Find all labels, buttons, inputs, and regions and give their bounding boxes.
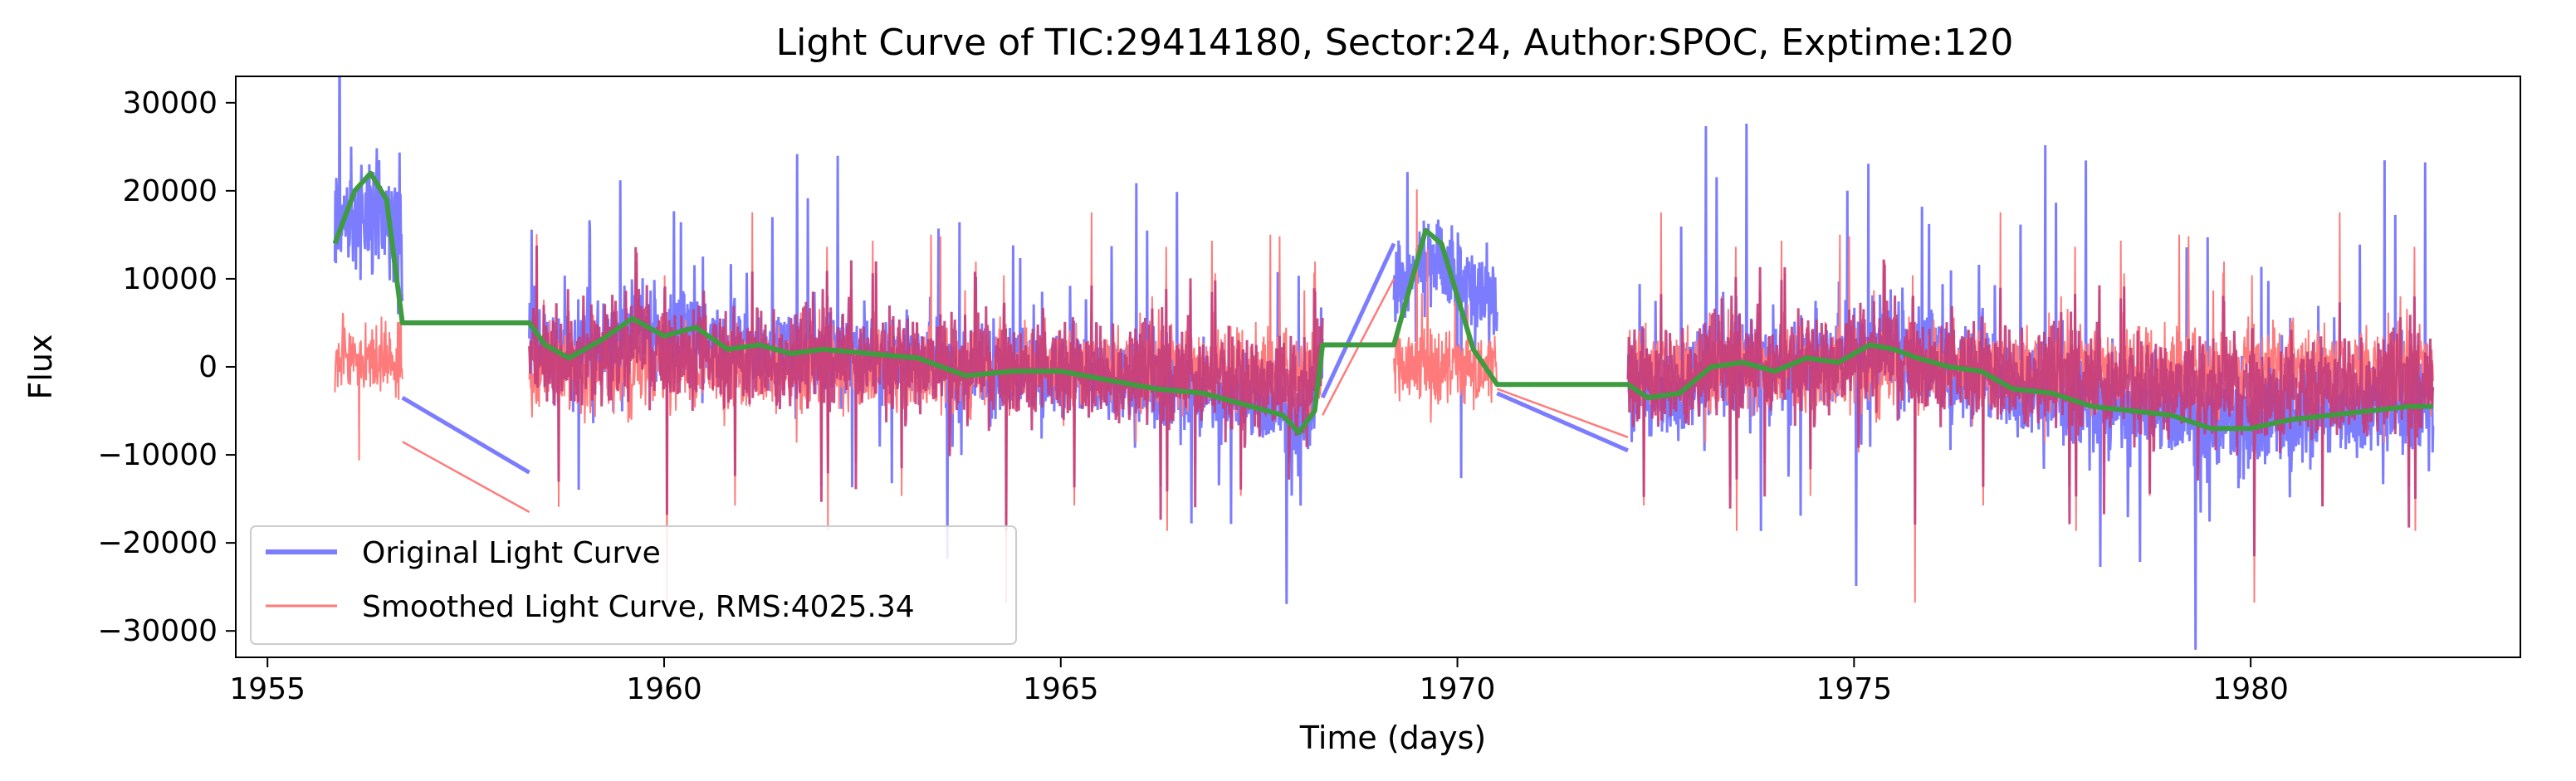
x-tick-label: 1975	[1816, 672, 1893, 706]
y-axis-label: Flux	[22, 334, 59, 400]
series-trend	[332, 170, 2433, 436]
y-tick-label: 30000	[122, 86, 218, 120]
x-tick-label: 1970	[1420, 672, 1496, 706]
y-tick-label: −20000	[97, 526, 218, 560]
smoothed-trace	[334, 312, 403, 461]
y-tick-label: 0	[198, 350, 218, 384]
y-tick-label: 10000	[122, 262, 218, 296]
original-gap-line	[1496, 391, 1630, 453]
smoothed-trace	[1393, 189, 1498, 423]
y-tick-label: −10000	[97, 438, 218, 472]
trend-line	[332, 170, 2433, 436]
legend: Original Light Curve Smoothed Light Curv…	[250, 525, 1017, 645]
x-tick-label: 1965	[1023, 672, 1099, 706]
y-axis: −30000 −20000 −10000 0 10000 20000 30000	[97, 86, 236, 648]
legend-label-original: Original Light Curve	[362, 536, 661, 570]
smoothed-gap-line	[1496, 388, 1629, 438]
x-tick-label: 1955	[229, 672, 306, 706]
chart-title: Light Curve of TIC:29414180, Sector:24, …	[776, 22, 2014, 64]
x-tick-label: 1980	[2212, 672, 2289, 706]
data-layer	[332, 76, 2435, 650]
x-tick-label: 1960	[626, 672, 702, 706]
x-axis-label: Time (days)	[1299, 720, 1486, 756]
smoothed-gap-line	[402, 441, 530, 514]
x-axis: 1955 1960 1965 1970 1975 1980	[229, 657, 2289, 706]
legend-box	[250, 525, 1017, 645]
overlap-trace	[528, 245, 1324, 532]
original-gap-line	[401, 395, 530, 475]
y-tick-label: 20000	[122, 174, 218, 208]
original-gap-line	[1320, 242, 1396, 399]
legend-label-smoothed: Smoothed Light Curve, RMS:4025.34	[362, 590, 915, 624]
y-tick-label: −30000	[97, 614, 218, 648]
